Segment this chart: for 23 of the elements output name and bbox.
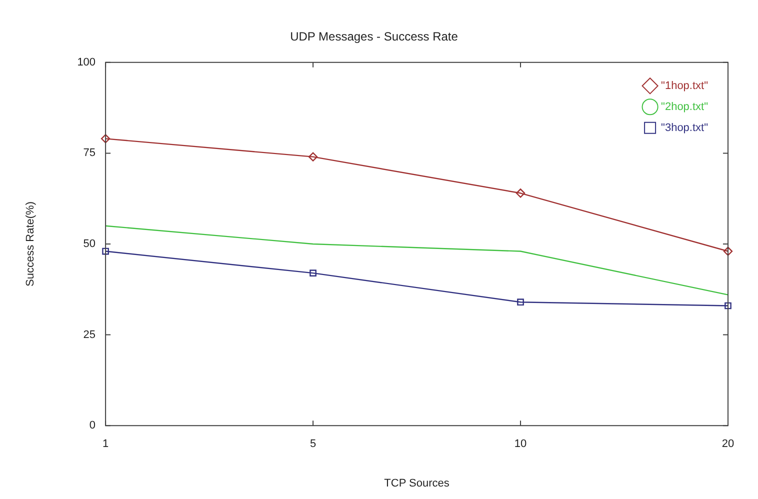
legend-label: "2hop.txt"	[661, 100, 708, 113]
x-tick-label: 20	[722, 438, 734, 450]
point	[723, 246, 733, 256]
point	[308, 152, 318, 162]
y-tick-label: 0	[89, 420, 96, 432]
y-axis-title: Success Rate(%)	[24, 202, 37, 286]
point	[310, 270, 316, 276]
chart-title: UDP Messages - Success Rate	[290, 30, 458, 44]
point	[100, 134, 110, 144]
legend-label: "3hop.txt"	[661, 122, 708, 134]
y-tick-label: 100	[77, 56, 96, 68]
x-axis-title: TCP Sources	[384, 477, 450, 490]
point	[724, 302, 732, 310]
x-tick-label: 1	[102, 438, 109, 450]
x-tick-label: 5	[310, 438, 316, 450]
legend-label: "1hop.txt"	[661, 80, 708, 92]
y-tick-label: 50	[83, 238, 96, 250]
y-tick-label: 75	[83, 147, 96, 160]
x-tick-label: 10	[514, 438, 527, 450]
point	[516, 188, 526, 198]
point	[517, 298, 524, 306]
y-tick-label: 25	[83, 328, 96, 341]
point	[102, 248, 109, 255]
